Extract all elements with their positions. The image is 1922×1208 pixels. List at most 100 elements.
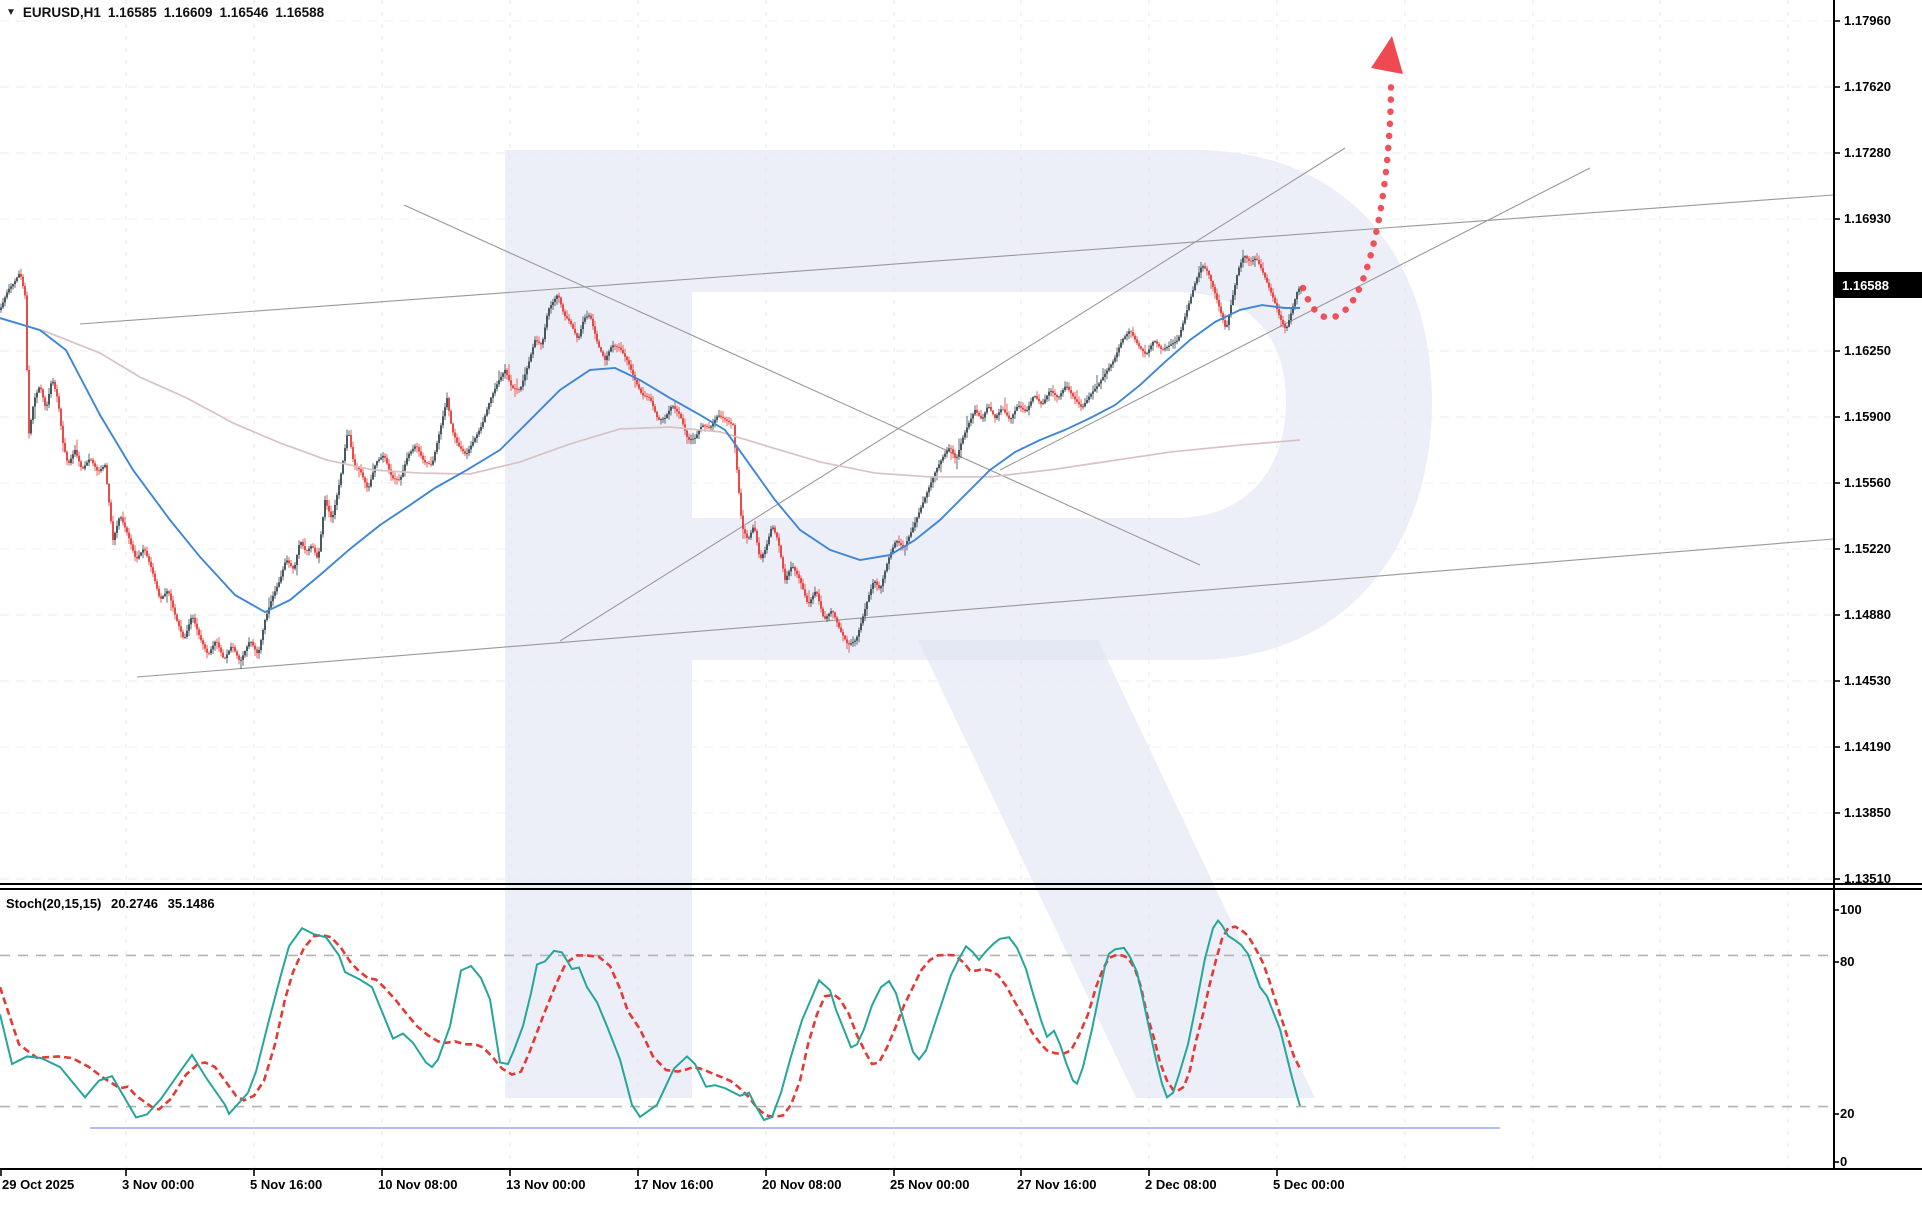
candle-body — [1248, 258, 1250, 261]
candle-body — [162, 596, 164, 599]
candle-body — [546, 315, 548, 328]
candle-body — [438, 434, 440, 444]
candle-body — [286, 560, 288, 563]
candle-body — [1002, 409, 1004, 411]
candle-body — [980, 415, 982, 419]
candle-body — [366, 482, 368, 488]
candle-body — [1010, 418, 1012, 420]
candle-body — [966, 427, 968, 433]
candle-body — [222, 652, 224, 658]
candle-body — [142, 549, 144, 553]
candle-body — [670, 406, 672, 411]
candle-body — [154, 573, 156, 582]
candle-body — [1130, 331, 1132, 333]
candle-body — [588, 315, 590, 317]
stoch-axis-label: 100 — [1840, 902, 1862, 917]
quote-high: 1.16609 — [163, 5, 213, 20]
stoch-axis-label: 0 — [1840, 1154, 1848, 1169]
time-axis-surface[interactable] — [0, 1170, 1922, 1208]
candle-body — [496, 384, 498, 389]
candle-body — [656, 411, 658, 418]
candle-wick — [850, 638, 852, 646]
candle-body — [200, 635, 202, 641]
candle-wick — [848, 640, 850, 653]
candle-body — [0, 307, 2, 310]
time-axis-line — [0, 1168, 1922, 1170]
candle-body — [802, 583, 804, 590]
main-chart-surface[interactable] — [0, 0, 1832, 883]
candle-body — [88, 459, 90, 463]
candle-body — [300, 542, 302, 546]
candle-body — [1182, 323, 1184, 331]
candle-body — [144, 549, 146, 551]
candle-wick — [1248, 256, 1250, 267]
candle-body — [4, 297, 6, 303]
candle-body — [1106, 370, 1108, 374]
candle-body — [490, 397, 492, 404]
candle-body — [762, 554, 764, 559]
candle-body — [724, 418, 726, 420]
candle-body — [64, 442, 66, 452]
candle-body — [1082, 406, 1084, 408]
candle-wick — [896, 539, 898, 547]
candle-body — [844, 635, 846, 640]
candle-body — [682, 418, 684, 425]
candle-body — [970, 418, 972, 423]
candle-body — [184, 636, 186, 638]
candle-body — [900, 543, 902, 546]
candle-body — [542, 339, 544, 345]
candle-body — [548, 308, 550, 316]
candle-body — [168, 591, 170, 594]
candle-body — [322, 517, 324, 535]
candle-body — [810, 599, 812, 604]
candle-wick — [620, 342, 622, 353]
candle-wick — [874, 580, 876, 588]
candle-body — [422, 455, 424, 460]
candle-body — [246, 646, 248, 651]
candle-body — [816, 591, 818, 594]
candle-body — [640, 388, 642, 393]
candle-body — [1030, 401, 1032, 406]
candle-body — [1184, 316, 1186, 324]
candle-body — [1272, 292, 1274, 298]
candle-body — [778, 537, 780, 546]
candle-body — [934, 472, 936, 478]
candle-body — [1080, 404, 1082, 407]
candle-body — [368, 486, 370, 488]
candle-body — [690, 439, 692, 441]
candle-body — [1256, 258, 1258, 261]
candle-body — [384, 455, 386, 458]
candle-body — [518, 389, 520, 391]
candle-body — [1206, 268, 1208, 271]
candle-body — [350, 434, 352, 448]
candle-body — [150, 561, 152, 568]
candle-body — [298, 545, 300, 555]
symbol-dropdown-icon[interactable]: ▼ — [6, 7, 16, 18]
candle-body — [100, 469, 102, 472]
candle-body — [956, 456, 958, 458]
candle-body — [512, 385, 514, 389]
candle-wick — [824, 610, 826, 620]
candle-body — [22, 276, 24, 287]
candle-body — [1258, 260, 1260, 265]
price-axis-surface[interactable] — [1834, 0, 1922, 1168]
candle-wick — [710, 424, 712, 432]
candle-body — [256, 649, 258, 654]
candle-wick — [1056, 393, 1058, 403]
indicator-label: Stoch(20,15,15) 20.2746 35.1486 — [6, 896, 221, 911]
candle-body — [782, 557, 784, 569]
candle-body — [160, 596, 162, 599]
candle-wick — [460, 440, 462, 452]
candle-body — [236, 651, 238, 656]
candle-wick — [518, 387, 520, 394]
candle-body — [1254, 258, 1256, 261]
candle-body — [522, 380, 524, 387]
candle-body — [1158, 343, 1160, 347]
candle-wick — [372, 463, 374, 480]
candle-wick — [138, 550, 140, 560]
candle-body — [748, 537, 750, 539]
time-axis-label: 10 Nov 08:00 — [378, 1177, 458, 1192]
time-axis-label: 17 Nov 16:00 — [634, 1177, 714, 1192]
stoch-panel-surface[interactable] — [0, 891, 1832, 1168]
